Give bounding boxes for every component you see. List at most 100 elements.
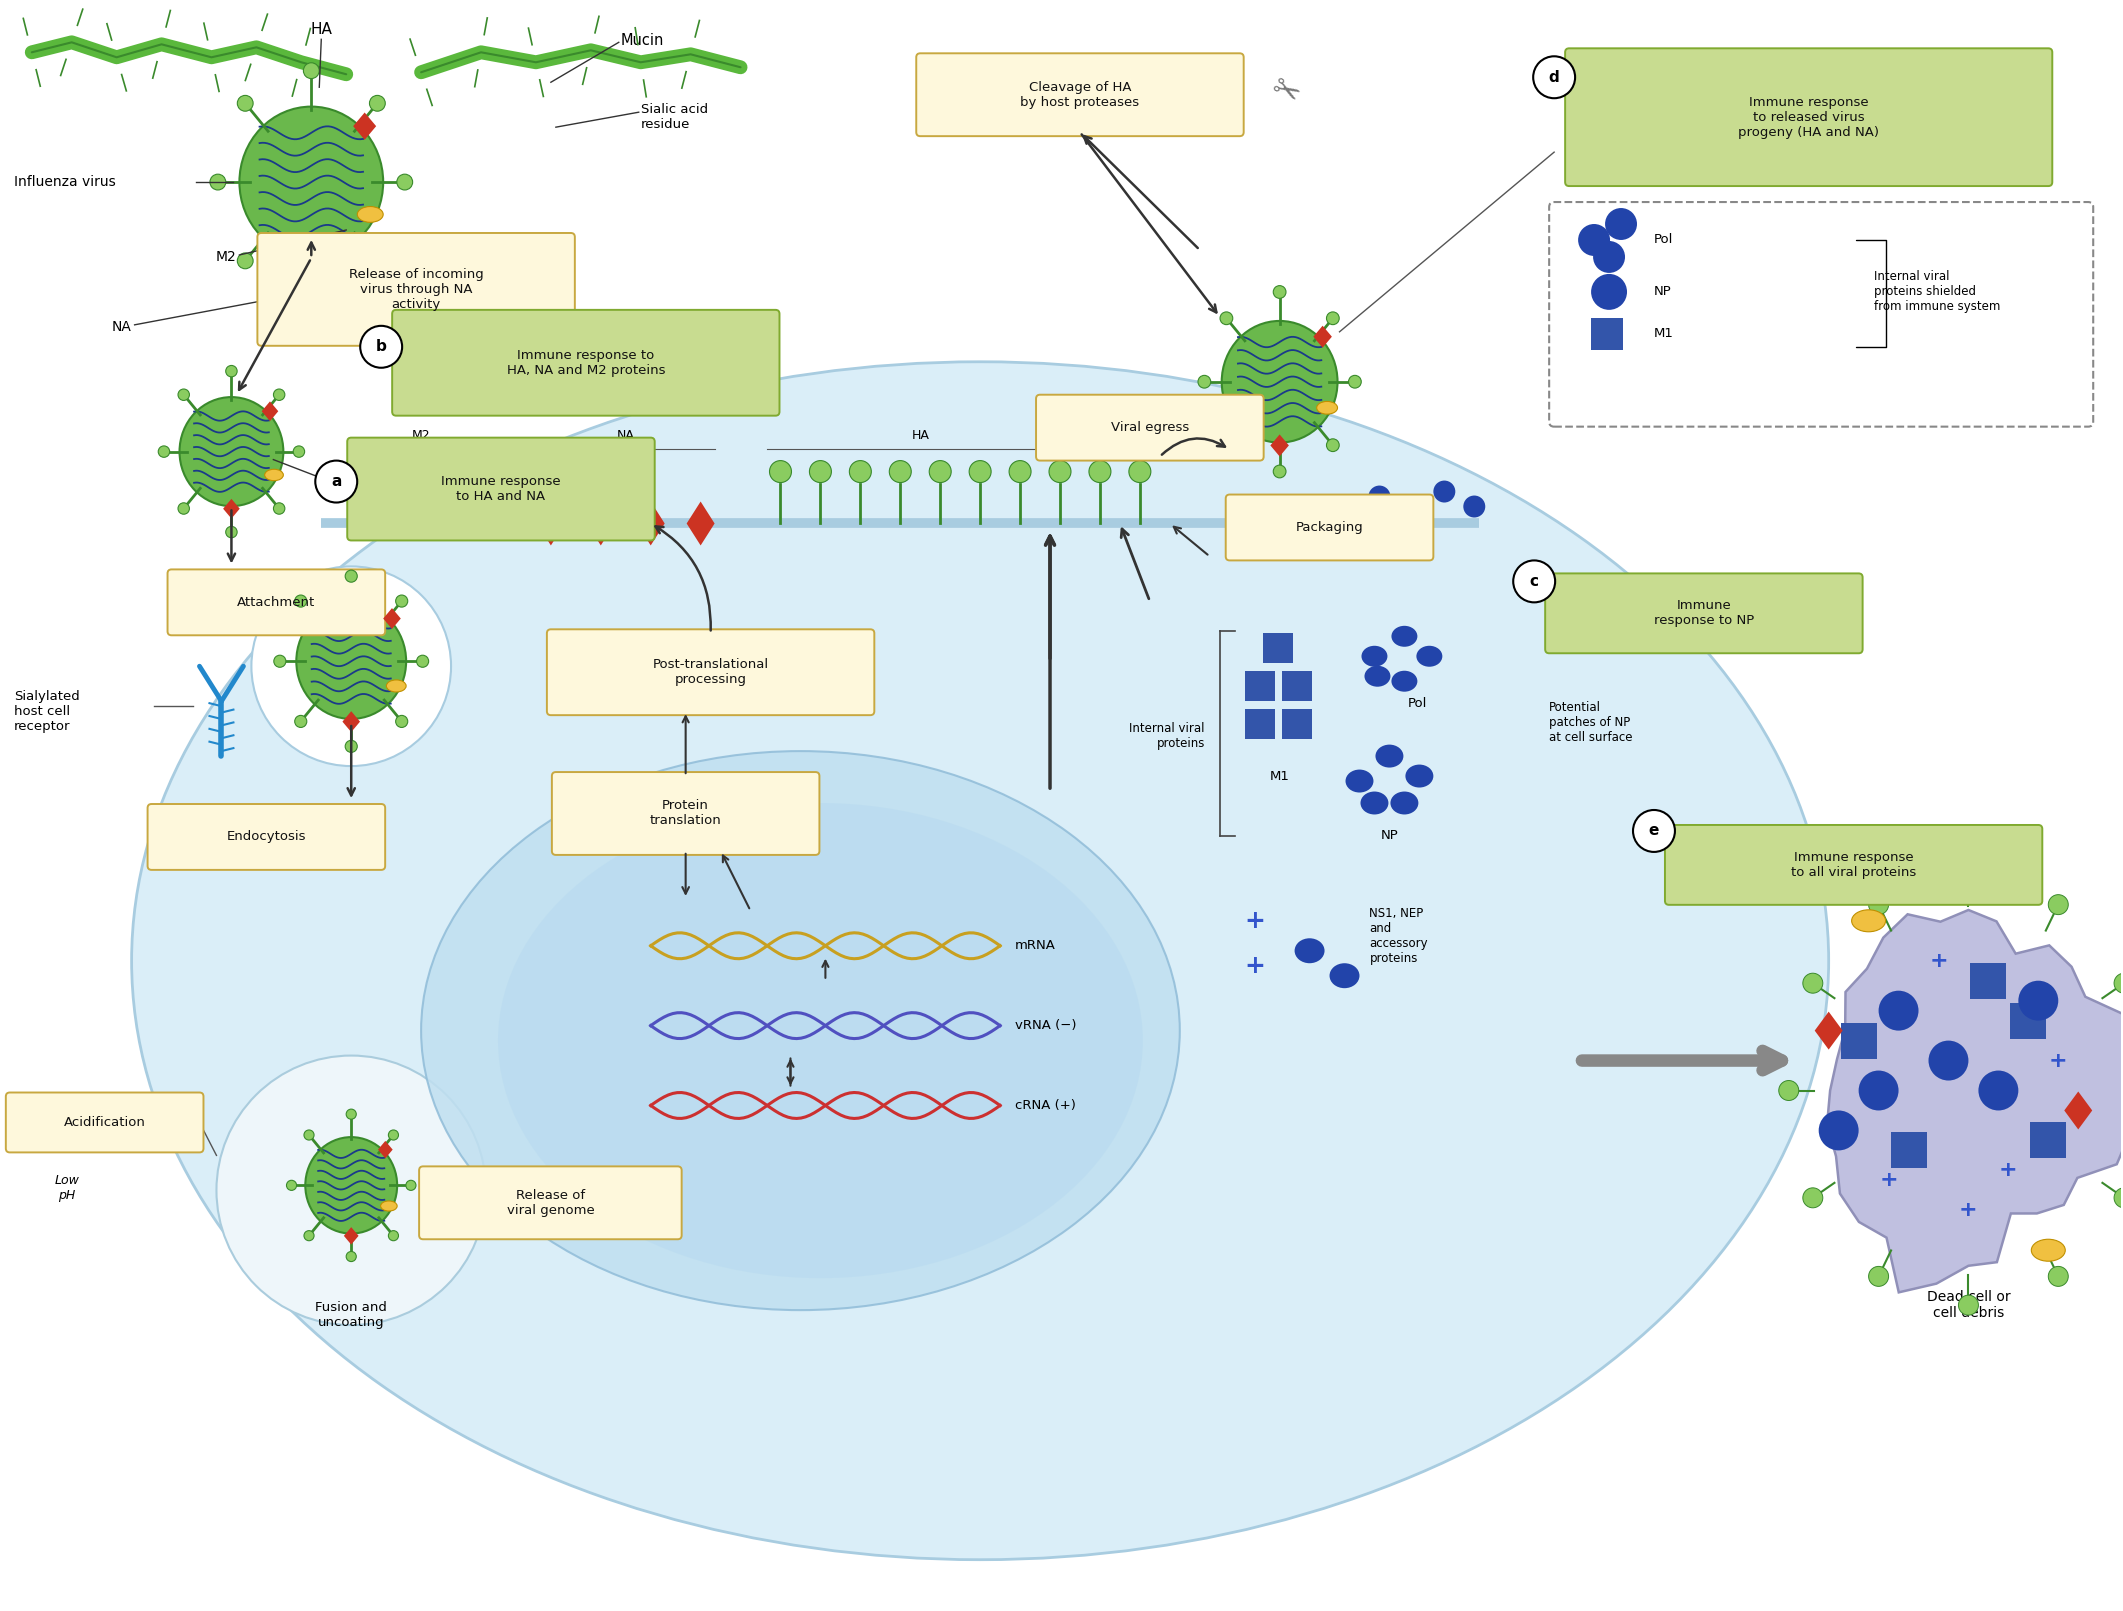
Text: NP: NP (1380, 830, 1399, 843)
Ellipse shape (1295, 938, 1325, 963)
Text: Release of incoming
virus through NA
activity: Release of incoming virus through NA act… (348, 267, 484, 311)
Ellipse shape (1802, 1187, 1824, 1208)
Ellipse shape (2032, 1239, 2066, 1261)
Ellipse shape (395, 715, 408, 728)
Ellipse shape (405, 1181, 416, 1191)
Ellipse shape (304, 63, 318, 79)
Circle shape (1605, 208, 1637, 240)
Ellipse shape (304, 1231, 314, 1240)
Text: Immune response
to released virus
progeny (HA and NA): Immune response to released virus progen… (1739, 95, 1879, 139)
FancyBboxPatch shape (6, 1092, 204, 1152)
Circle shape (1433, 480, 1456, 503)
Ellipse shape (274, 503, 284, 514)
Polygon shape (223, 499, 240, 519)
Ellipse shape (1221, 321, 1337, 443)
Text: mRNA: mRNA (1015, 939, 1055, 952)
Text: NA: NA (113, 321, 132, 333)
FancyBboxPatch shape (548, 630, 875, 715)
Circle shape (1463, 496, 1486, 517)
Circle shape (1592, 242, 1624, 272)
Text: HA: HA (310, 23, 331, 37)
Ellipse shape (293, 446, 304, 458)
Circle shape (2019, 981, 2059, 1021)
Text: Fusion and
uncoating: Fusion and uncoating (316, 1302, 386, 1329)
Text: Immune
response to NP: Immune response to NP (1654, 599, 1754, 627)
Ellipse shape (1376, 744, 1403, 767)
FancyBboxPatch shape (168, 569, 384, 635)
Ellipse shape (159, 446, 170, 458)
Text: d: d (1550, 69, 1560, 85)
Polygon shape (586, 501, 616, 546)
Ellipse shape (346, 741, 357, 752)
FancyBboxPatch shape (1036, 395, 1263, 461)
Polygon shape (637, 501, 664, 546)
Ellipse shape (397, 174, 412, 190)
Ellipse shape (287, 1181, 297, 1191)
Ellipse shape (240, 106, 382, 258)
Ellipse shape (304, 285, 318, 301)
Bar (1841, 1023, 1877, 1058)
Ellipse shape (274, 388, 284, 401)
Ellipse shape (1391, 625, 1418, 646)
Text: M2: M2 (217, 250, 236, 264)
Ellipse shape (849, 461, 870, 483)
Ellipse shape (1802, 973, 1824, 992)
FancyBboxPatch shape (418, 1166, 681, 1239)
Ellipse shape (306, 1137, 397, 1234)
Ellipse shape (1197, 375, 1210, 388)
FancyBboxPatch shape (1225, 495, 1433, 561)
Text: Endocytosis: Endocytosis (227, 830, 306, 844)
Bar (1282, 672, 1312, 701)
Ellipse shape (2115, 1187, 2123, 1208)
Ellipse shape (265, 469, 282, 480)
FancyBboxPatch shape (1664, 825, 2042, 905)
Ellipse shape (1361, 791, 1388, 815)
Ellipse shape (238, 95, 253, 111)
Ellipse shape (180, 396, 282, 506)
FancyBboxPatch shape (257, 234, 575, 346)
Circle shape (1928, 1041, 1968, 1081)
Text: ✂: ✂ (1263, 71, 1306, 113)
Text: a: a (331, 474, 342, 490)
Text: Immune response to
HA, NA and M2 proteins: Immune response to HA, NA and M2 protein… (507, 348, 664, 377)
Text: Post-translational
processing: Post-translational processing (652, 659, 769, 686)
Ellipse shape (2049, 1266, 2068, 1286)
Text: Packaging: Packaging (1295, 520, 1363, 533)
FancyBboxPatch shape (1550, 201, 2093, 427)
Text: Acidification: Acidification (64, 1116, 146, 1129)
Ellipse shape (386, 680, 405, 693)
Text: Release of
viral genome: Release of viral genome (507, 1189, 594, 1216)
Polygon shape (342, 710, 361, 731)
Polygon shape (1815, 1012, 1843, 1050)
Ellipse shape (420, 751, 1180, 1310)
Ellipse shape (454, 507, 488, 530)
Polygon shape (686, 501, 715, 546)
Ellipse shape (2115, 973, 2123, 992)
Ellipse shape (178, 388, 189, 401)
Ellipse shape (1274, 466, 1287, 478)
Text: +: + (2049, 1050, 2068, 1071)
Text: +: + (1960, 1200, 1979, 1220)
Circle shape (1979, 1071, 2019, 1110)
Ellipse shape (1365, 665, 1391, 686)
Ellipse shape (238, 253, 253, 269)
Ellipse shape (304, 1129, 314, 1141)
Text: Dead cell or
cell debris: Dead cell or cell debris (1926, 1290, 2010, 1321)
Text: NA: NA (618, 429, 635, 441)
Ellipse shape (499, 802, 1142, 1278)
Polygon shape (1828, 910, 2123, 1292)
Ellipse shape (403, 507, 439, 530)
Ellipse shape (389, 1231, 399, 1240)
Polygon shape (384, 607, 401, 628)
Ellipse shape (369, 95, 384, 111)
Text: +: + (1244, 954, 1265, 978)
FancyBboxPatch shape (917, 53, 1244, 137)
Bar (1590, 317, 1622, 350)
Text: NP: NP (1654, 285, 1671, 298)
Polygon shape (2064, 1092, 2093, 1129)
Text: HA: HA (911, 429, 930, 441)
Circle shape (1633, 810, 1675, 852)
Ellipse shape (357, 206, 382, 222)
Ellipse shape (535, 1171, 584, 1199)
Bar (1244, 672, 1274, 701)
